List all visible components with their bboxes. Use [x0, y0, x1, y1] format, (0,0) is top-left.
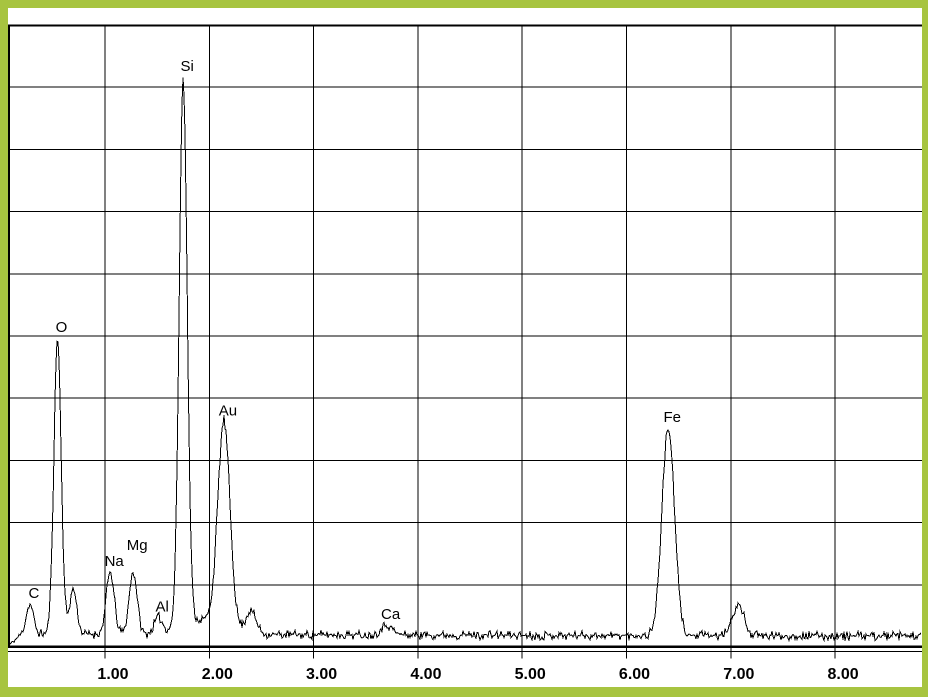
- x-axis-tick-label: 4.00: [410, 666, 441, 683]
- x-axis-tick-label: 3.00: [306, 666, 337, 683]
- x-axis-tick-label: 5.00: [515, 666, 546, 683]
- x-axis-tick-label: 2.00: [202, 666, 233, 683]
- element-peak-label-Mg: Mg: [127, 537, 148, 554]
- element-peak-label-C: C: [28, 585, 39, 602]
- element-peak-label-Si: Si: [181, 58, 194, 75]
- element-peak-label-O: O: [56, 319, 68, 336]
- x-axis-tick-label: 1.00: [97, 666, 128, 683]
- element-peak-label-Al: Al: [156, 598, 169, 615]
- x-axis-tick-label: 8.00: [828, 666, 859, 683]
- element-peak-label-Au: Au: [219, 402, 237, 419]
- spectrum-trace: [7, 77, 922, 647]
- element-peak-label-Fe: Fe: [663, 409, 681, 426]
- element-peak-label-Ca: Ca: [381, 606, 401, 623]
- element-peak-label-Na: Na: [105, 553, 125, 570]
- x-axis-tick-label: 7.00: [723, 666, 754, 683]
- x-axis-tick-label: 6.00: [619, 666, 650, 683]
- plot-background: [8, 8, 922, 687]
- plot-surface: C O Na Mg Al Si Au Ca Fe 1.00 2.00 3.00 4.00 5.00 6.00…: [7, 8, 922, 687]
